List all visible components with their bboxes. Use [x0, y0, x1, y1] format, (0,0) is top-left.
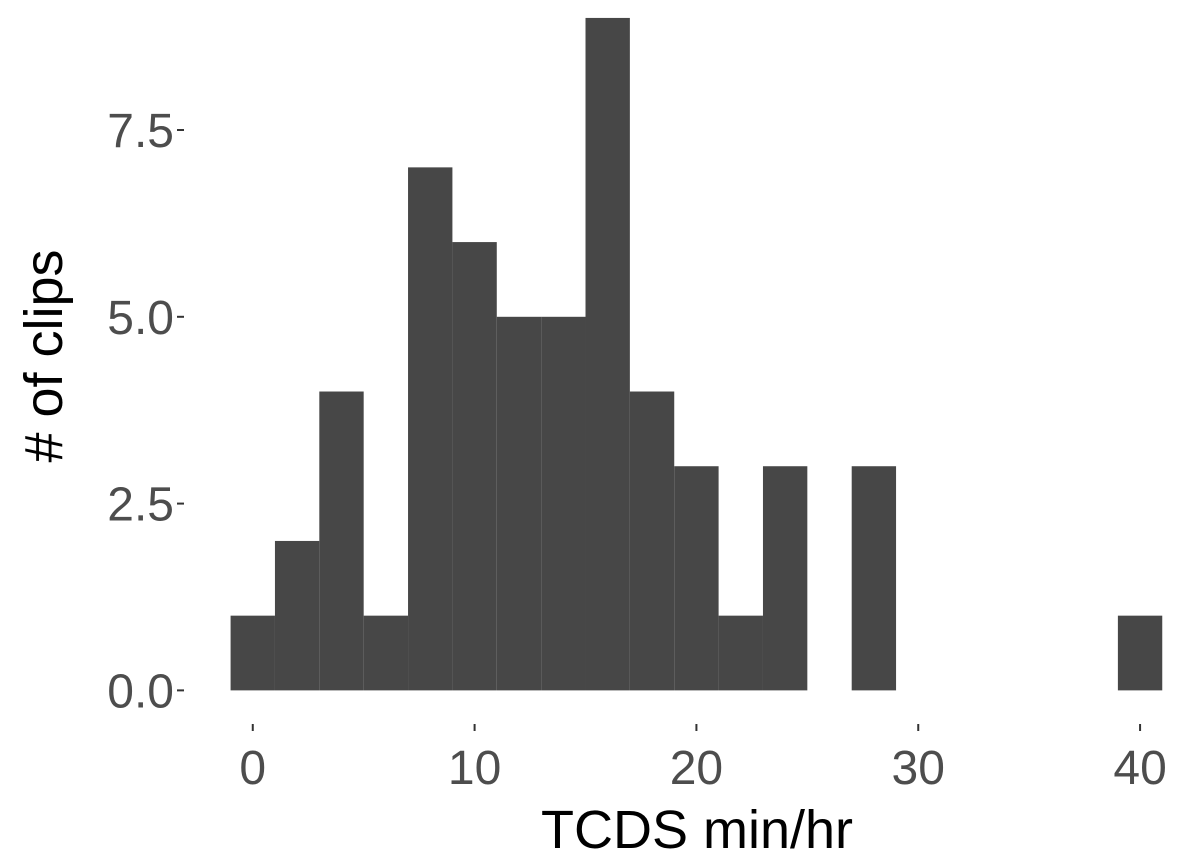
y-tick-label: 7.5	[107, 105, 174, 158]
bar	[674, 466, 719, 691]
x-axis-title: TCDS min/hr	[541, 800, 853, 858]
bar	[585, 17, 630, 691]
bar	[629, 391, 675, 691]
bar	[363, 615, 409, 691]
x-tick-label: 10	[448, 742, 501, 795]
x-tick-label: 40	[1113, 742, 1166, 795]
bar	[274, 540, 320, 691]
bar	[762, 466, 808, 691]
y-tick-label: 2.5	[107, 479, 174, 532]
bar	[408, 167, 453, 691]
bar	[1117, 615, 1163, 691]
bar	[452, 242, 497, 691]
bar	[718, 615, 763, 691]
y-axis-title: # of clips	[14, 249, 74, 462]
y-tick-label: 0.0	[107, 665, 174, 718]
bar	[319, 391, 364, 691]
bar	[496, 316, 542, 691]
x-tick-label: 30	[892, 742, 945, 795]
bar	[541, 316, 586, 691]
x-tick-label: 0	[239, 742, 266, 795]
bar	[851, 466, 897, 691]
bar	[230, 615, 275, 691]
y-tick-label: 5.0	[107, 292, 174, 345]
x-tick-label: 20	[670, 742, 723, 795]
